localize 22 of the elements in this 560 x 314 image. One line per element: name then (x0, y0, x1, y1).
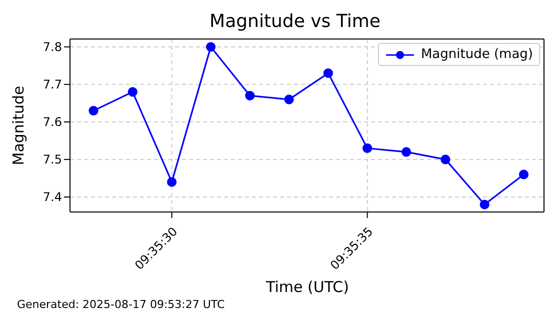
point (128, 87, 138, 97)
y-tick-label: 7.5 (42, 152, 62, 167)
point (88, 106, 98, 116)
text: Generated: 2025-08-17 09:53:27 UTC (17, 298, 225, 311)
y-tick-label: 7.7 (42, 78, 62, 92)
point (440, 154, 450, 164)
point (245, 90, 255, 100)
y-tick-label: 7.6 (42, 115, 62, 130)
legend-label: Magnitude (mag) (420, 47, 533, 62)
y-axis-title: Magnitude (9, 86, 28, 166)
point (206, 42, 216, 52)
chart-title: Magnitude vs Time (208, 11, 382, 32)
point (480, 200, 490, 210)
point (166, 177, 177, 187)
y-tick-label: 7.4 (42, 190, 62, 204)
point (362, 143, 372, 154)
y-tick-label: 7.8 (42, 40, 62, 54)
point (284, 94, 294, 104)
point (402, 147, 412, 157)
point (323, 68, 333, 78)
x-axis-title: Time (UTC) (265, 278, 350, 296)
point (518, 170, 529, 180)
